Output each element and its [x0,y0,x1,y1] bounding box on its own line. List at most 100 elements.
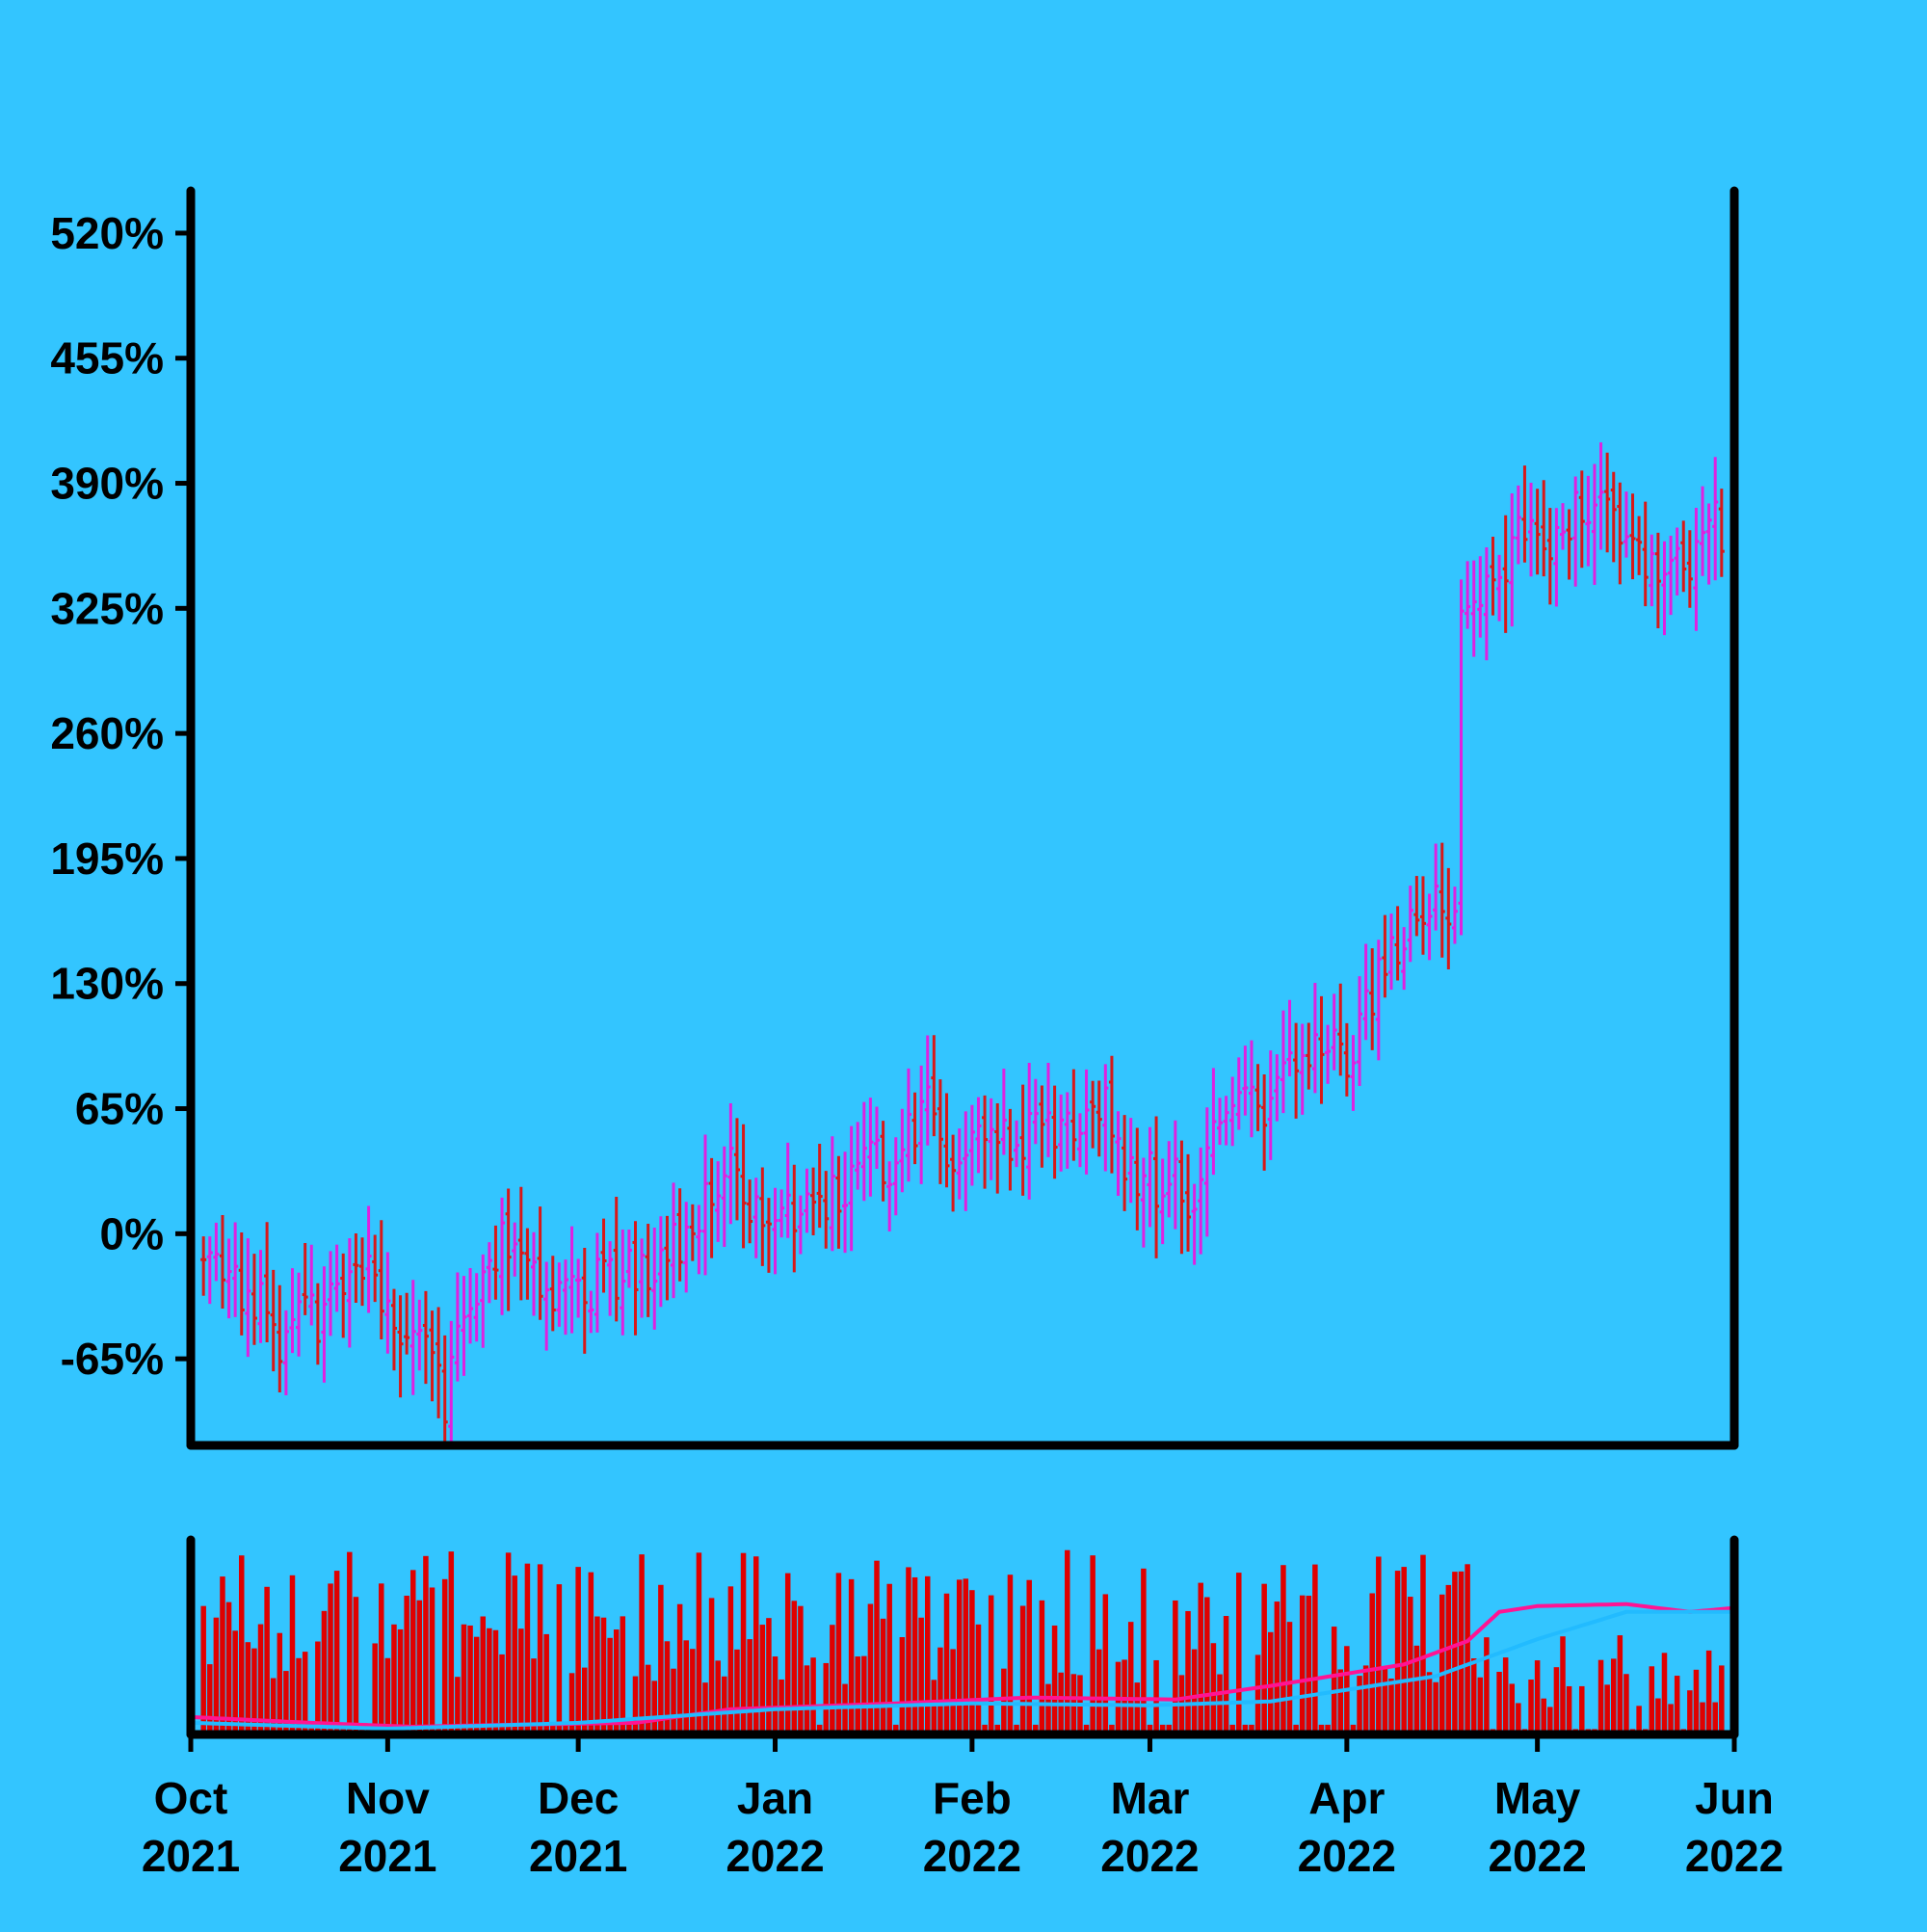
volume-bar [1470,1658,1477,1734]
ohlc-bar [568,1226,575,1334]
volume-bar [1159,1724,1166,1734]
ohlc-bar [429,1310,436,1402]
ohlc-bar [594,1232,600,1333]
ohlc-bar [1198,1147,1204,1255]
volume-bar [1102,1594,1109,1734]
ohlc-bar [1610,471,1617,563]
volume-bar [1014,1724,1019,1734]
ohlc-bar [1458,579,1465,936]
volume-bar [1617,1635,1623,1734]
volume-bar [220,1576,225,1734]
ohlc-bar [1254,1064,1261,1131]
ohlc-bar [937,1079,943,1184]
volume-bar [1261,1583,1267,1734]
volume-bar [1210,1643,1217,1734]
volume-bar [1362,1665,1369,1734]
volume-bar [1394,1571,1401,1734]
volume-bar [1045,1683,1051,1734]
ohlc-bar [1191,1183,1198,1265]
volume-bar [1528,1680,1534,1734]
y-tick-label: 130% [50,959,164,1009]
ohlc-bar [982,1095,989,1189]
ohlc-bar [333,1244,340,1312]
volume-bar [696,1552,702,1734]
volume-bar [937,1647,943,1734]
volume-bar [651,1681,658,1734]
ohlc-bar [1293,1022,1300,1119]
ohlc-bar [1642,501,1649,607]
volume-bar [1502,1657,1509,1734]
volume-bar [658,1584,664,1734]
volume-bar [1382,1666,1388,1734]
ohlc-bar [1357,976,1363,1087]
volume-bar [1051,1625,1058,1734]
ohlc-bar [543,1261,550,1351]
ohlc-bar [238,1232,245,1336]
ohlc-bar [1095,1080,1102,1157]
ohlc-bar [1185,1153,1192,1252]
volume-bar [848,1578,855,1734]
volume-bar [594,1616,600,1734]
ohlc-bar [1477,556,1484,638]
volume-bar [575,1567,581,1734]
ohlc-bar [1528,483,1535,577]
x-tick-label-month: Dec [538,1773,619,1823]
ohlc-bar [384,1252,391,1354]
volume-bar [245,1642,251,1734]
volume-bar [772,1656,779,1734]
ohlc-bar [645,1223,651,1317]
ohlc-bar [1058,1094,1065,1172]
volume-bar [1191,1649,1198,1734]
ohlc-bar [473,1273,480,1342]
ohlc-bar [524,1228,531,1300]
x-tick-label-year: 2022 [1298,1831,1396,1881]
ohlc-bar [1325,1024,1332,1084]
volume-bar [480,1616,487,1734]
ohlc-bar [1242,1045,1249,1116]
ohlc-bar [1597,442,1604,550]
ohlc-bar [1705,503,1712,585]
volume-bar [1280,1565,1286,1734]
volume-bar [1350,1724,1357,1734]
ohlc-bar [1629,493,1636,580]
volume-bar [1299,1595,1306,1734]
ohlc-bar [733,1118,740,1221]
volume-bar [1083,1724,1090,1734]
ohlc-bar [340,1253,347,1338]
ohlc-bar [486,1242,492,1304]
volume-bar [436,1724,441,1734]
volume-bar [581,1667,588,1734]
volume-bar [613,1629,620,1734]
volume-bar [874,1560,880,1734]
ohlc-bar [365,1205,372,1313]
y-tick-label: 65% [75,1084,164,1134]
volume-bar [835,1573,842,1734]
volume-bar [1249,1724,1254,1734]
volume-bar [289,1575,296,1734]
ohlc-bar [855,1122,861,1190]
ohlc-bar [206,1236,213,1305]
volume-bar [441,1578,448,1734]
ohlc-bar [1229,1076,1236,1147]
volume-bar [379,1583,384,1734]
ohlc-bar [1235,1057,1242,1130]
volume-bar [213,1617,220,1734]
volume-bar [333,1571,340,1734]
y-tick-label: 0% [100,1208,164,1258]
volume-bar [372,1643,378,1734]
y-tick-label: 260% [50,708,164,758]
volume-bar [1134,1682,1141,1734]
ohlc-bar [1668,535,1675,616]
ohlc-bar [1000,1068,1007,1155]
volume-bar [1516,1703,1521,1734]
ohlc-bar [1070,1069,1077,1161]
moving-average-line-2 [190,1609,1734,1732]
volume-bar [1604,1684,1610,1734]
ohlc-bar [835,1155,842,1249]
moving-average-line-1 [190,1601,1735,1730]
ohlc-bar [321,1266,328,1383]
ohlc-bar [1693,507,1700,631]
ohlc-bar [988,1098,994,1180]
volume-bar [804,1665,810,1734]
volume-bar [620,1616,626,1734]
